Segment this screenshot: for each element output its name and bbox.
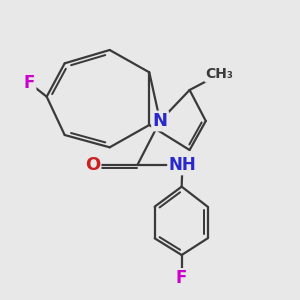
Text: F: F — [24, 74, 35, 92]
Text: O: O — [85, 156, 100, 174]
Text: F: F — [176, 269, 188, 287]
Text: N: N — [153, 112, 168, 130]
Text: NH: NH — [169, 156, 196, 174]
Text: CH₃: CH₃ — [206, 67, 233, 81]
